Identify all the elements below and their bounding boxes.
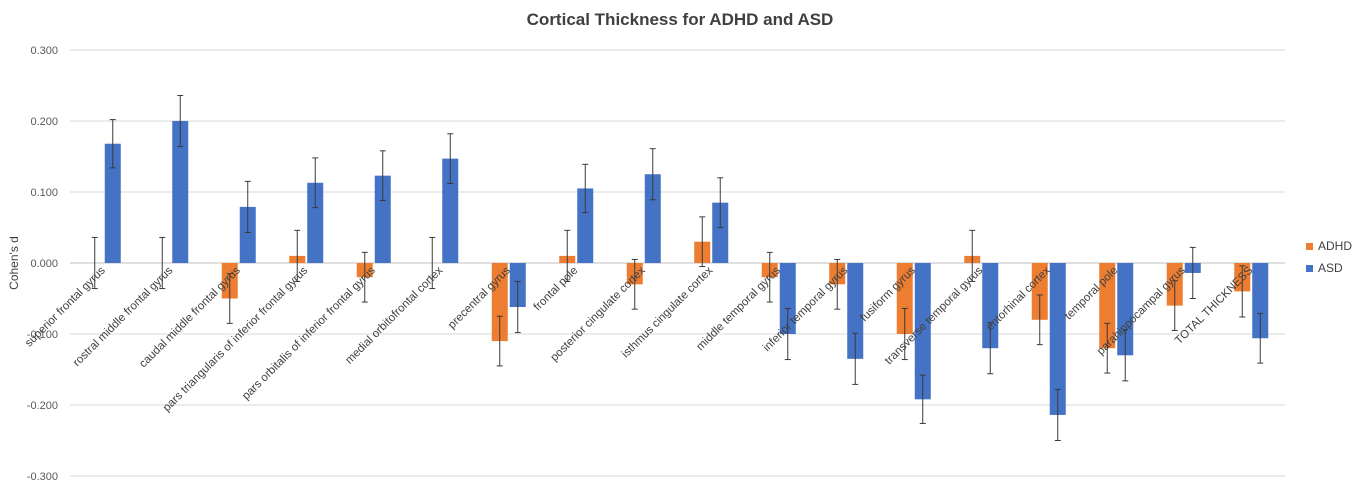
legend-swatch-asd [1306, 265, 1313, 272]
bar-adhd [1099, 263, 1116, 349]
bar-asd [307, 182, 324, 263]
y-axis-title: Cohen's d [7, 236, 21, 290]
bar-asd [104, 143, 121, 263]
y-tick-label: 0.200 [30, 116, 58, 128]
bar-asd [172, 121, 189, 263]
category-label: pars orbitalis of inferior frontal gyrus [240, 264, 378, 402]
bar-asd [577, 188, 594, 263]
bar-asd [1049, 263, 1066, 415]
legend-label-adhd: ADHD [1318, 239, 1352, 253]
bar-asd [712, 202, 729, 263]
bar-asd [779, 263, 796, 334]
chart-title: Cortical Thickness for ADHD and ASD [526, 10, 834, 29]
legend-label-asd: ASD [1318, 261, 1343, 275]
y-tick-label: 0.000 [30, 258, 58, 270]
y-tick-label: 0.100 [30, 187, 58, 199]
bar-asd [374, 175, 391, 263]
bar-asd [239, 206, 256, 263]
category-label: frontal pole [532, 265, 581, 314]
bar-adhd [491, 263, 508, 342]
bar-asd [1252, 263, 1269, 339]
bar-asd [982, 263, 999, 349]
bar-asd [644, 174, 661, 263]
bar-asd [914, 263, 931, 400]
y-tick-label: -0.300 [27, 471, 58, 481]
y-tick-label: -0.100 [27, 329, 58, 341]
bar-asd [442, 158, 459, 263]
y-tick-label: 0.300 [30, 45, 58, 57]
bar-asd [1117, 263, 1134, 356]
bar-adhd [896, 263, 913, 334]
category-label: TOTAL THICKNESS [1173, 264, 1256, 347]
bar-asd [847, 263, 864, 359]
legend-swatch-adhd [1306, 243, 1313, 250]
bar-adhd [1031, 263, 1048, 320]
y-tick-label: -0.200 [27, 400, 58, 412]
